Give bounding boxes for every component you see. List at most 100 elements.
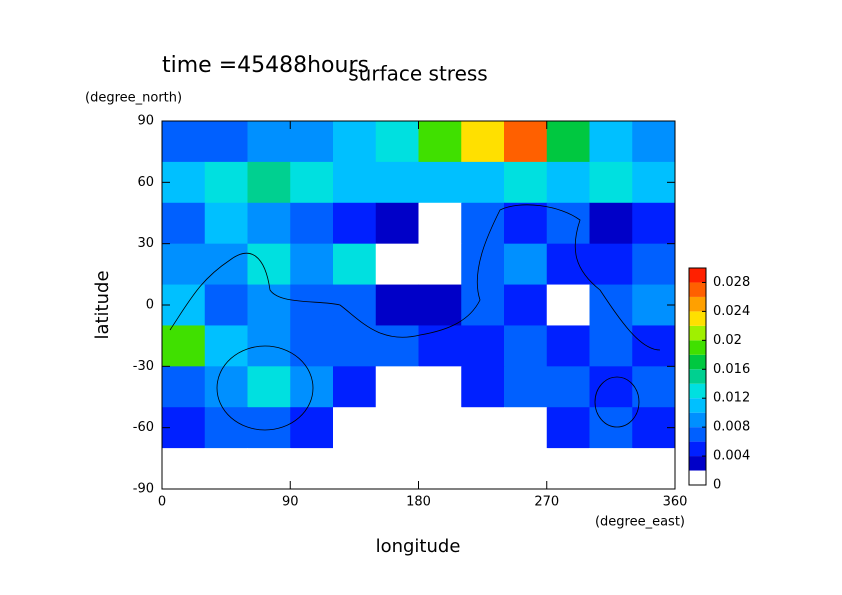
heatmap-cell: [632, 202, 676, 245]
heatmap-cell: [632, 325, 676, 367]
heatmap-cell: [504, 366, 548, 408]
colorbar-tick-label: 0.008: [713, 420, 750, 435]
colorbar-tick-label: 0.004: [713, 449, 750, 464]
heatmap-cell: [418, 366, 462, 408]
colorbar-bin: [689, 398, 706, 413]
heatmap-cell: [632, 366, 676, 408]
heatmap-cell: [162, 448, 206, 490]
heatmap-cell: [589, 448, 633, 490]
colorbar-tick-label: 0.024: [713, 304, 750, 319]
heatmap-cell: [333, 161, 377, 204]
heatmap-cell: [333, 366, 377, 408]
colorbar-bin: [689, 311, 706, 326]
colorbar-bin: [689, 369, 706, 384]
heatmap-cell: [546, 325, 590, 367]
x-tick-label: 0: [158, 495, 166, 510]
y-tick-label: 30: [137, 236, 154, 251]
heatmap-cell: [162, 121, 206, 163]
coastlines: [169, 204, 661, 431]
heatmap-cell: [504, 284, 548, 326]
heatmap-cell: [375, 121, 419, 163]
heatmap-cell: [589, 284, 633, 326]
heatmap-cell: [461, 325, 505, 367]
heatmap-cell: [589, 366, 633, 408]
heatmap-cell: [290, 202, 334, 245]
heatmap-cell: [589, 121, 633, 163]
heatmap-cell: [204, 121, 248, 163]
heatmap-cell: [375, 161, 419, 204]
heatmap-cell: [504, 407, 548, 449]
heatmap-cell: [461, 407, 505, 449]
heatmap-cell: [162, 243, 206, 286]
x-tick-label: 90: [282, 495, 299, 510]
heatmap-cell: [418, 407, 462, 449]
heatmap-cell: [247, 121, 291, 163]
heatmap-cell: [461, 284, 505, 326]
x-axis-label: longitude: [376, 536, 461, 557]
heatmap-cell: [247, 284, 291, 326]
heatmap-cell: [418, 284, 462, 326]
heatmap-cell: [418, 325, 462, 367]
heatmap-cell: [247, 407, 291, 449]
heatmap-cell: [333, 121, 377, 163]
heatmap-cell: [418, 202, 462, 245]
heatmap-cell: [375, 366, 419, 408]
heatmap-cell: [546, 448, 590, 490]
heatmap-cell: [375, 284, 419, 326]
heatmap-cells: [162, 121, 676, 490]
heatmap-cell: [375, 448, 419, 490]
annotation: time =45488hours: [162, 53, 369, 78]
x-units: (degree_east): [595, 515, 685, 530]
x-tick-label: 270: [534, 495, 559, 510]
heatmap-cell: [290, 407, 334, 449]
colorbar-bin: [689, 383, 706, 399]
heatmap-cell: [375, 325, 419, 367]
heatmap-cell: [461, 202, 505, 245]
heatmap-cell: [546, 202, 590, 245]
heatmap-cell: [504, 243, 548, 286]
coastline: [216, 345, 314, 431]
heatmap-cell: [333, 243, 377, 286]
heatmap-cell: [589, 161, 633, 204]
heatmap-cell: [589, 325, 633, 367]
heatmap-cell: [546, 161, 590, 204]
heatmap-cell: [290, 243, 334, 286]
heatmap-cell: [632, 243, 676, 286]
colorbar-outline: [688, 267, 707, 486]
y-tick-label: 0: [146, 298, 154, 313]
y-tick-label: -30: [133, 359, 154, 374]
heatmap-cell: [461, 161, 505, 204]
heatmap-cell: [333, 448, 377, 490]
heatmap-cell: [247, 202, 291, 245]
heatmap-cell: [589, 243, 633, 286]
heatmap-cell: [204, 202, 248, 245]
heatmap-cell: [247, 161, 291, 204]
colorbar-tick-label: 0.02: [713, 333, 742, 348]
y-tick-label: 60: [137, 175, 154, 190]
colorbar-bin: [689, 282, 706, 297]
heatmap-cell: [247, 243, 291, 286]
y-tick-label: 90: [137, 114, 154, 129]
heatmap-cell: [290, 325, 334, 367]
heatmap-cell: [333, 407, 377, 449]
heatmap-cell: [204, 161, 248, 204]
y-tick-label: -60: [133, 420, 154, 435]
heatmap-cell: [204, 325, 248, 367]
heatmap-cell: [162, 366, 206, 408]
colorbar-bin: [689, 427, 706, 442]
heatmap-cell: [632, 121, 676, 163]
colorbar-bin: [689, 470, 706, 485]
heatmap-cell: [589, 407, 633, 449]
heatmap-cell: [375, 243, 419, 286]
heatmap-cell: [333, 202, 377, 245]
heatmap-cell: [461, 121, 505, 163]
heatmap-cell: [546, 284, 590, 326]
heatmap-cell: [418, 161, 462, 204]
colorbar-bin: [689, 296, 706, 312]
y-units: (degree_north): [85, 91, 182, 106]
heatmap-cell: [546, 366, 590, 408]
heatmap-cell: [204, 243, 248, 286]
heatmap-cell: [162, 325, 206, 367]
coastline: [169, 204, 661, 351]
